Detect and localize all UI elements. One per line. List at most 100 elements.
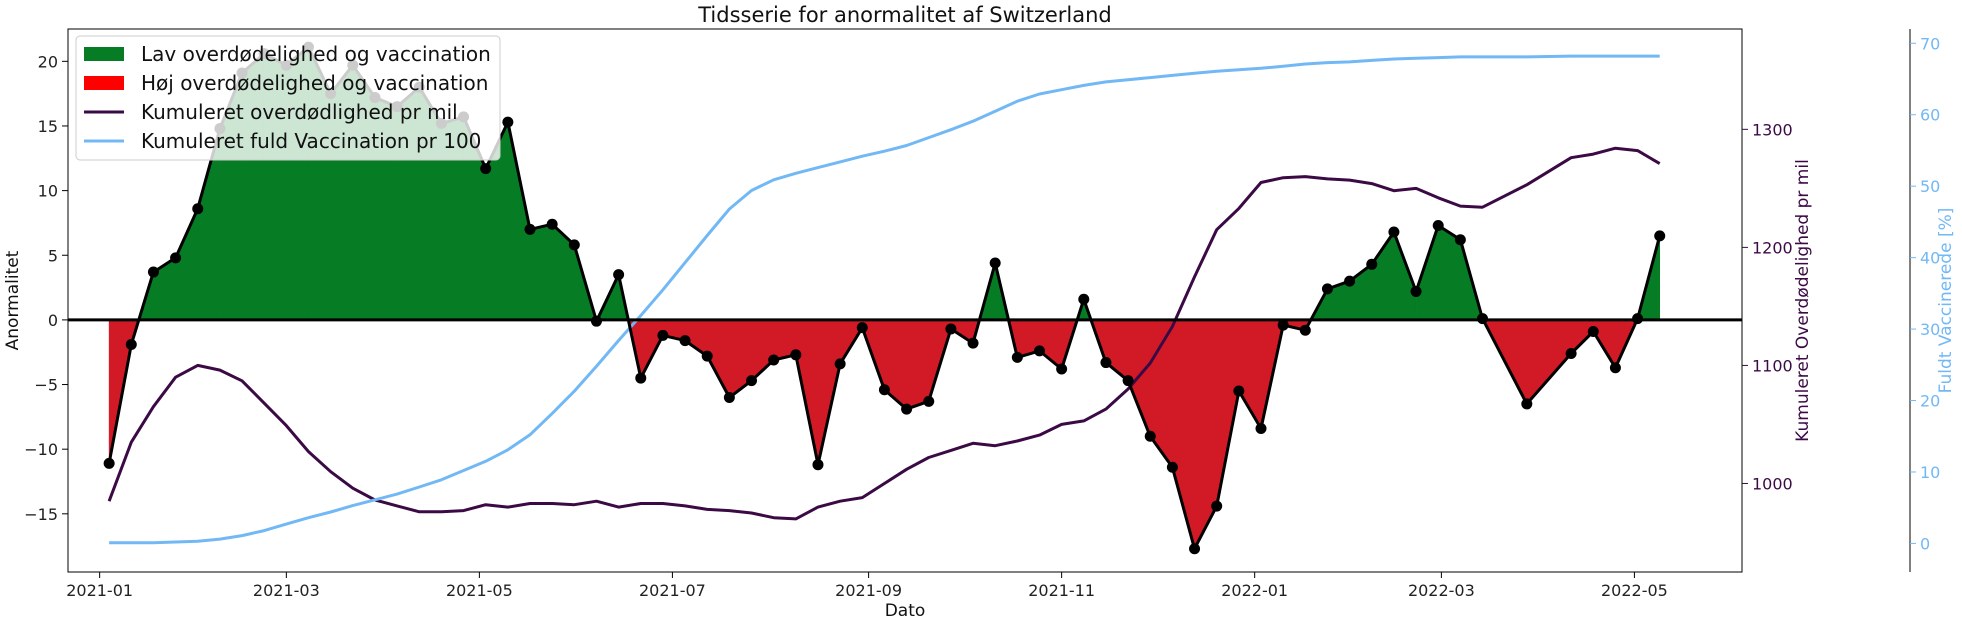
- chart-title: Tidsserie for anormalitet af Switzerland: [697, 3, 1112, 27]
- anomaly-point: [746, 375, 758, 387]
- anomaly-point: [1299, 324, 1311, 336]
- anomaly-point: [1011, 351, 1023, 363]
- x-tick-label: 2021-05: [446, 581, 513, 600]
- y-axis-label: Anormalitet: [3, 250, 23, 350]
- anomaly-point: [1432, 220, 1444, 232]
- fill-segment-positive: [1371, 231, 1395, 321]
- anomaly-point: [834, 358, 846, 370]
- legend-swatch: [84, 47, 124, 61]
- y-tick-label: 10: [38, 182, 58, 201]
- y-right-tick-label: 1200: [1752, 238, 1793, 257]
- anomaly-point: [125, 338, 137, 350]
- anomaly-point: [856, 322, 868, 334]
- legend-label: Lav overdødelighed og vaccination: [141, 42, 491, 66]
- fill-segment-negative: [1172, 319, 1195, 549]
- anomaly-point: [1565, 348, 1577, 360]
- anomaly-point: [967, 337, 979, 349]
- anomaly-point: [1122, 375, 1134, 387]
- x-tick-label: 2021-03: [253, 581, 320, 600]
- anomaly-point: [147, 266, 159, 278]
- anomaly-point: [502, 116, 514, 128]
- anomaly-point: [1454, 234, 1466, 246]
- anomaly-point: [1632, 313, 1644, 325]
- anomaly-point: [923, 395, 935, 407]
- x-tick-label: 2022-03: [1408, 581, 1475, 600]
- anomaly-point: [1410, 285, 1422, 297]
- fill-segment-positive: [529, 223, 553, 321]
- axes: 2021-01 2021-03 2021-05 2021-07 2021-09 2021-…: [24, 29, 1940, 600]
- y-right2-tick-label: 60: [1920, 106, 1940, 125]
- y-tick-label: −10: [24, 440, 58, 459]
- anomaly-point: [1100, 357, 1112, 369]
- anomaly-point: [1388, 226, 1400, 238]
- anomaly-point: [1521, 398, 1533, 410]
- legend-swatch: [84, 76, 124, 90]
- series-lines: [68, 45, 1742, 551]
- legend-label: Høj overdødelighed og vaccination: [141, 71, 488, 95]
- anomaly-point: [1056, 363, 1068, 375]
- x-tick-label: 2021-11: [1028, 581, 1095, 600]
- anomaly-point: [590, 315, 602, 327]
- anomaly-point: [878, 384, 890, 396]
- anomaly-point: [768, 354, 780, 366]
- y-right2-tick-label: 40: [1920, 249, 1940, 268]
- plot-frame: [67, 28, 1743, 573]
- anomaly-point: [1189, 543, 1201, 555]
- legend: Lav overdødelighed og vaccination Høj ove…: [75, 35, 501, 161]
- y-right2-tick-label: 50: [1920, 177, 1940, 196]
- y-right2-tick-label: 0: [1920, 534, 1930, 553]
- anomaly-point: [1255, 422, 1267, 434]
- anomaly-point: [1277, 319, 1289, 331]
- y-tick-label: 15: [38, 117, 58, 136]
- anomaly-point: [679, 335, 691, 347]
- y-axis-right2-label: Fuldt Vaccinerede [%]: [1936, 208, 1956, 394]
- anomaly-point: [524, 223, 536, 235]
- x-axis-label: Dato: [885, 601, 926, 620]
- anomaly-point: [1609, 362, 1621, 374]
- y-axis-right-label: Kumuleret Overdødelighed pr mil: [1793, 159, 1813, 442]
- anomaly-point: [170, 252, 182, 264]
- anomaly-point: [945, 323, 957, 335]
- fill-segment-positive: [153, 257, 176, 321]
- fill-segment-positive: [507, 122, 531, 321]
- fill-segment-negative: [729, 319, 752, 399]
- fill-segment-negative: [906, 319, 930, 410]
- fill-segment-negative: [884, 319, 907, 410]
- legend-label: Kumuleret fuld Vaccination pr 100: [141, 129, 481, 153]
- anomaly-point: [192, 203, 204, 215]
- anomaly-point: [546, 218, 558, 230]
- anomaly-point: [657, 329, 669, 341]
- x-tick-label: 2021-07: [639, 581, 706, 600]
- y-tick-label: −5: [34, 376, 58, 395]
- anomaly-point: [1233, 385, 1245, 397]
- y-right-tick-label: 1000: [1752, 474, 1793, 493]
- fill-segment-positive: [175, 208, 199, 321]
- y-right2-tick-label: 10: [1920, 463, 1940, 482]
- anomaly-point: [1211, 500, 1223, 512]
- y-right-tick-label: 1100: [1752, 356, 1793, 375]
- anomaly-point: [1166, 461, 1178, 473]
- anomaly-point: [989, 257, 1001, 269]
- vaccination-line: [109, 54, 1660, 545]
- anomaly-point: [1078, 293, 1090, 305]
- x-tick-label: 2021-01: [66, 581, 133, 600]
- anomaly-point: [790, 349, 802, 361]
- anomaly-point: [1033, 345, 1045, 357]
- anomaly-point: [812, 459, 824, 471]
- anomaly-point: [103, 457, 115, 469]
- anomaly-point: [480, 163, 492, 175]
- legend-label: Kumuleret overdødlighed pr mil: [141, 100, 458, 124]
- anomaly-point: [635, 372, 647, 384]
- anomaly-point: [701, 350, 713, 362]
- x-tick-label: 2022-05: [1601, 581, 1668, 600]
- anomaly-point: [1654, 230, 1666, 242]
- y-tick-label: 0: [48, 311, 58, 330]
- y-right-tick-label: 1300: [1752, 120, 1793, 139]
- anomaly-point: [1144, 430, 1156, 442]
- anomaly-point: [1344, 275, 1356, 287]
- y-tick-label: 20: [38, 52, 58, 71]
- anomaly-point: [901, 403, 913, 415]
- y-tick-label: −15: [24, 505, 58, 524]
- anomaly-point: [1321, 283, 1333, 295]
- anomaly-point: [613, 269, 625, 281]
